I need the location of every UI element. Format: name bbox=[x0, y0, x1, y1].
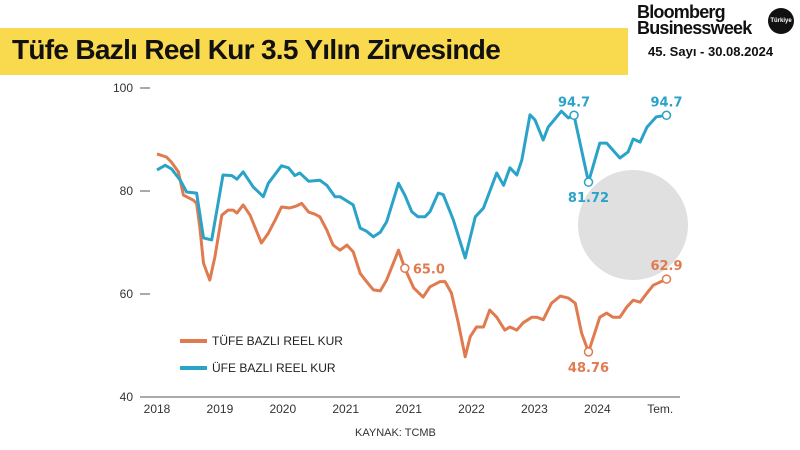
y-tick-label: 60 bbox=[120, 287, 134, 301]
annotation-label: 65.0 bbox=[413, 262, 445, 277]
x-tick-label: 2019 bbox=[207, 402, 234, 416]
x-tick-label: Tem. bbox=[647, 402, 673, 416]
legend-label-tufe: TÜFE BAZLI REEL KUR bbox=[212, 334, 343, 348]
series-line-tufe bbox=[156, 152, 668, 359]
page-title: Tüfe Bazlı Reel Kur 3.5 Yılın Zirvesinde bbox=[12, 34, 501, 65]
brand-logo: Bloomberg Businessweek bbox=[637, 2, 752, 38]
watermark-badge-circle bbox=[578, 170, 688, 280]
x-tick-label: 2021 bbox=[395, 402, 422, 416]
y-tick-label: 100 bbox=[113, 81, 133, 95]
x-tick-label: 2020 bbox=[269, 402, 296, 416]
y-tick-label: 80 bbox=[120, 184, 134, 198]
issue-date: 45. Sayı - 30.08.2024 bbox=[648, 44, 774, 59]
annotation-label: 94.7 bbox=[558, 95, 590, 110]
annotation-label: 62.9 bbox=[650, 259, 682, 274]
annotation-label: 48.76 bbox=[568, 361, 609, 376]
annotation-label: 81.72 bbox=[568, 191, 609, 206]
annotation-marker bbox=[661, 274, 672, 284]
annotation-label: 94.7 bbox=[650, 95, 682, 110]
brand-line2: Businessweek bbox=[637, 18, 752, 38]
x-tick-label: 2021 bbox=[332, 402, 359, 416]
legend-label-ufe: ÜFE BAZLI REEL KUR bbox=[212, 361, 336, 375]
brand-line1: Bloomberg bbox=[637, 2, 726, 22]
annotation-marker bbox=[583, 347, 594, 357]
y-tick-label: 40 bbox=[120, 390, 134, 404]
x-tick-label: 2024 bbox=[584, 402, 611, 416]
brand-badge: Türkiye bbox=[768, 8, 794, 34]
annotation-marker bbox=[661, 110, 672, 121]
x-tick-label: 2023 bbox=[521, 402, 548, 416]
annotation-marker bbox=[569, 110, 579, 121]
legend: TÜFE BAZLI REEL KUR ÜFE BAZLI REEL KUR bbox=[180, 334, 343, 375]
x-tick-label: 2022 bbox=[458, 402, 485, 416]
source-note: KAYNAK: TCMB bbox=[355, 427, 436, 439]
watermark bbox=[578, 170, 688, 280]
x-tick-label: 2018 bbox=[144, 402, 171, 416]
annotation-marker bbox=[400, 263, 410, 273]
title-banner: Tüfe Bazlı Reel Kur 3.5 Yılın Zirvesinde bbox=[0, 28, 628, 75]
annotation-marker bbox=[583, 177, 594, 187]
